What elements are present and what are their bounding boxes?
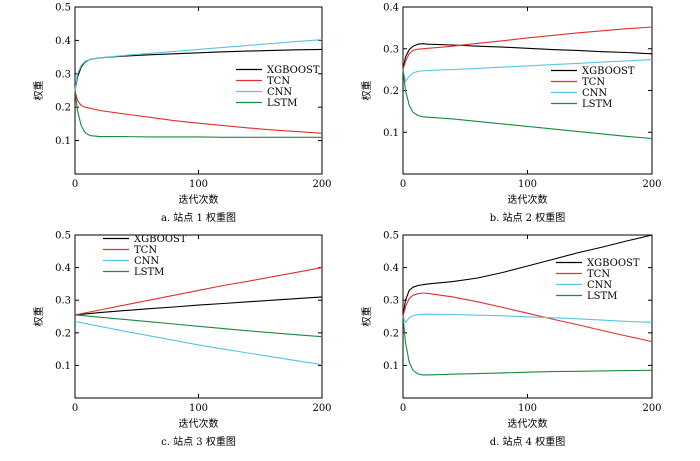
x-tick-label: 200 bbox=[312, 403, 331, 414]
legend-label: TCN bbox=[267, 76, 290, 87]
y-tick-label: 0.2 bbox=[383, 328, 399, 339]
x-axis-title: 迭代次数 bbox=[508, 417, 548, 430]
series-line-cnn bbox=[402, 313, 653, 323]
legend-label: LSTM bbox=[267, 98, 297, 109]
chart-panel-3: 0.1 0.2 0.3 0.4 0.5 0 100 200 迭代次数 权重 c. 站点 3 权重图 X… bbox=[32, 231, 332, 449]
series-line-tcn bbox=[402, 26, 653, 70]
series-line-xgboost bbox=[402, 234, 653, 317]
x-tick-label: 100 bbox=[518, 403, 537, 414]
y-tick-label: 0.4 bbox=[55, 263, 71, 274]
series-line-lstm bbox=[74, 314, 323, 338]
y-tick-label: 0.2 bbox=[55, 103, 71, 114]
series-line-xgboost bbox=[74, 48, 323, 91]
legend-label: XGBOOST bbox=[587, 258, 640, 269]
y-axis-title: 权重 bbox=[32, 81, 45, 101]
plot-frame bbox=[402, 6, 653, 175]
series-line-lstm bbox=[74, 90, 322, 138]
y-tick-label: 0.3 bbox=[55, 296, 71, 307]
legend-label: TCN bbox=[587, 269, 610, 280]
y-tick-label: 0.5 bbox=[55, 231, 71, 242]
panel-caption: c. 站点 3 权重图 bbox=[161, 435, 236, 448]
legend-label: CNN bbox=[134, 256, 159, 267]
legend-label: LSTM bbox=[587, 291, 617, 302]
panel-caption: d. 站点 4 权重图 bbox=[490, 435, 565, 448]
chart-panel-1: 0.1 0.2 0.3 0.4 0.5 0 100 200 迭代次数 权重 a. 站点 1 权重图 X… bbox=[32, 3, 332, 225]
series-line-lstm bbox=[402, 69, 653, 140]
legend-label: LSTM bbox=[134, 267, 164, 278]
y-tick-label: 0.3 bbox=[55, 69, 71, 80]
y-tick-label: 0.2 bbox=[55, 328, 71, 339]
y-tick-label: 0.1 bbox=[383, 361, 399, 372]
legend-label: LSTM bbox=[582, 99, 612, 110]
panel-caption: b. 站点 2 权重图 bbox=[490, 211, 565, 224]
legend-label: XGBOOST bbox=[267, 65, 320, 76]
series-line-cnn bbox=[402, 59, 653, 82]
y-tick-label: 0.1 bbox=[383, 128, 399, 139]
x-tick-label: 0 bbox=[72, 403, 78, 414]
x-axis-title: 迭代次数 bbox=[179, 193, 219, 206]
legend-label: CNN bbox=[267, 87, 292, 98]
series-line-tcn bbox=[74, 267, 323, 316]
legend-label: CNN bbox=[587, 280, 612, 291]
y-tick-label: 0.4 bbox=[383, 263, 399, 274]
x-tick-label: 0 bbox=[72, 179, 78, 190]
y-axis-title: 权重 bbox=[360, 307, 373, 327]
y-tick-label: 0.3 bbox=[383, 296, 399, 307]
x-tick-label: 100 bbox=[518, 179, 537, 190]
y-tick-label: 0.4 bbox=[55, 36, 71, 47]
x-tick-label: 100 bbox=[189, 179, 208, 190]
y-tick-label: 0.5 bbox=[383, 231, 399, 242]
series-line-cnn bbox=[74, 39, 323, 91]
x-tick-label: 200 bbox=[312, 179, 331, 190]
series-line-lstm bbox=[402, 316, 653, 376]
y-axis-title: 权重 bbox=[360, 81, 373, 101]
chart-panel-4: 0.1 0.2 0.3 0.4 0.5 0 100 200 迭代次数 权重 d. 站点 4 权重图 X… bbox=[360, 231, 662, 449]
chart-panel-2: 0.1 0.2 0.3 0.4 0 100 200 迭代次数 权重 b. 站点 2 权重图 XGBO… bbox=[360, 3, 662, 225]
legend-label: TCN bbox=[582, 77, 605, 88]
y-tick-label: 0.3 bbox=[383, 44, 399, 55]
legend-label: XGBOOST bbox=[582, 66, 635, 77]
y-tick-label: 0.5 bbox=[55, 3, 71, 14]
x-tick-label: 100 bbox=[189, 403, 208, 414]
y-tick-label: 0.2 bbox=[383, 86, 399, 97]
x-tick-label: 0 bbox=[400, 179, 406, 190]
plot-frame bbox=[74, 234, 323, 399]
y-tick-label: 0.1 bbox=[55, 361, 71, 372]
series-line-tcn bbox=[74, 90, 323, 134]
y-tick-label: 0.1 bbox=[55, 136, 71, 147]
legend-label: CNN bbox=[582, 88, 607, 99]
panel-caption: a. 站点 1 权重图 bbox=[161, 211, 236, 224]
x-axis-title: 迭代次数 bbox=[179, 417, 219, 430]
y-tick-label: 0.4 bbox=[383, 3, 399, 14]
series-line-xgboost bbox=[74, 296, 323, 316]
y-axis-title: 权重 bbox=[32, 307, 45, 327]
series-line-tcn bbox=[402, 292, 653, 343]
x-tick-label: 200 bbox=[642, 403, 661, 414]
series-line-xgboost bbox=[402, 43, 653, 70]
x-axis-title: 迭代次数 bbox=[508, 193, 548, 206]
x-tick-label: 200 bbox=[642, 179, 661, 190]
legend-label: TCN bbox=[134, 245, 157, 256]
series-line-cnn bbox=[74, 320, 323, 366]
x-tick-label: 0 bbox=[400, 403, 406, 414]
legend-label: XGBOOST bbox=[134, 234, 187, 245]
